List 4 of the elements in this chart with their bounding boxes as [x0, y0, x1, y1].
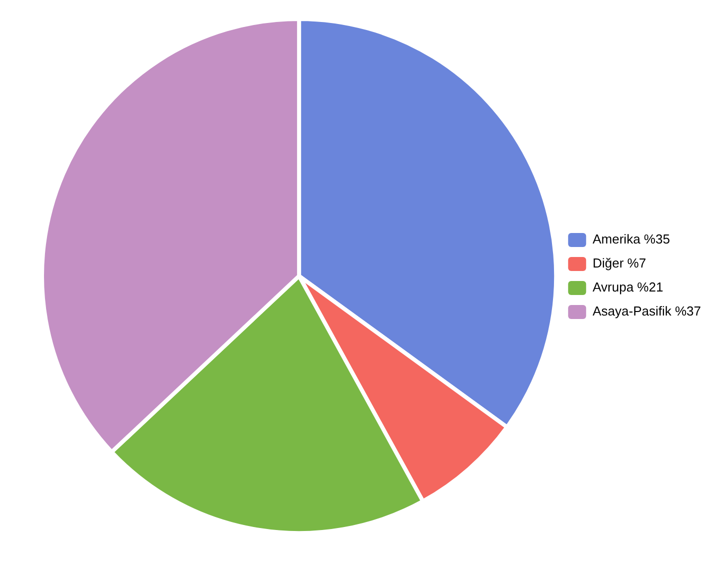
legend-label: Amerika %35 — [592, 232, 670, 247]
legend-label: Avrupa %21 — [592, 280, 664, 295]
legend-label: Asaya-Pasifik %37 — [592, 304, 702, 319]
legend-label: Diğer %7 — [592, 256, 646, 271]
